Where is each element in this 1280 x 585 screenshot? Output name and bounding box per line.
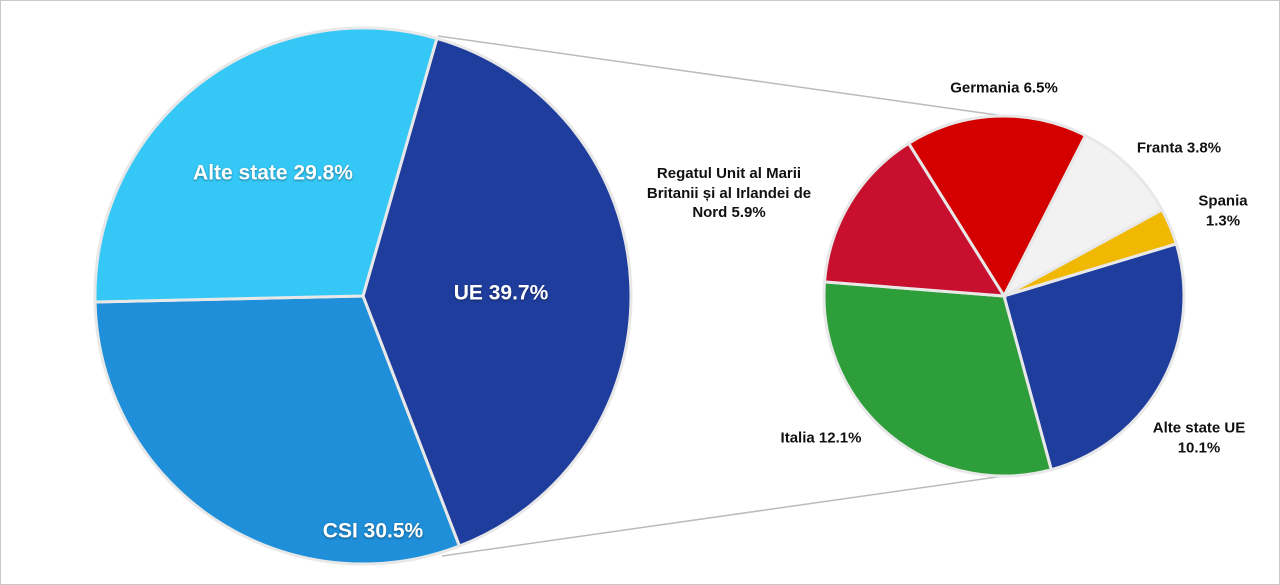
pie-slice: [361, 36, 633, 549]
value-label: 10.1%: [1177, 439, 1221, 456]
slice-label: Alte state UE 10.1%: [1144, 419, 1254, 458]
pie-slice: [93, 294, 462, 566]
category-label: Germania: [950, 79, 1020, 97]
slice-label: Spania 1.3%: [1195, 192, 1251, 231]
category-label: CSI: [322, 519, 358, 543]
slice-label: Germania 6.5%: [950, 78, 1058, 98]
value-label: 6.5%: [1023, 79, 1058, 97]
slice-label: Regatul Unit al Marii Britanii și al Irl…: [634, 164, 824, 223]
slice-label: Franta 3.8%: [1137, 138, 1221, 158]
value-label: 29.8%: [293, 161, 353, 185]
category-label: Spania: [1198, 192, 1248, 210]
connector-line: [441, 475, 1005, 557]
category-label: Regatul Unit al Marii Britanii și al Irl…: [646, 164, 812, 221]
value-label: 1.3%: [1205, 212, 1241, 229]
value-label: 12.1%: [818, 429, 862, 447]
value-label: 5.9%: [731, 203, 766, 221]
category-label: Alte state UE: [1152, 419, 1246, 437]
category-label: Franta: [1136, 139, 1183, 157]
slice-label: UE 39.7%: [454, 279, 549, 306]
pie-slice: [1002, 242, 1186, 472]
slice-label: CSI 30.5%: [323, 517, 423, 544]
value-label: 3.8%: [1186, 139, 1222, 157]
value-label: 39.7%: [488, 281, 549, 305]
connector-line: [437, 35, 1005, 117]
category-label: UE: [453, 281, 483, 305]
pie-slice: [93, 26, 439, 304]
pie-slice: [822, 141, 1007, 298]
slice-label: Italia 12.1%: [781, 428, 862, 448]
pie-slice: [1000, 133, 1165, 300]
pie-slice: [822, 280, 1054, 478]
value-label: 30.5%: [363, 519, 424, 543]
category-label: Italia: [780, 429, 815, 447]
slice-label: Alte state 29.8%: [193, 159, 353, 186]
pie-slice: [906, 114, 1088, 300]
category-label: Alte state: [193, 161, 288, 185]
